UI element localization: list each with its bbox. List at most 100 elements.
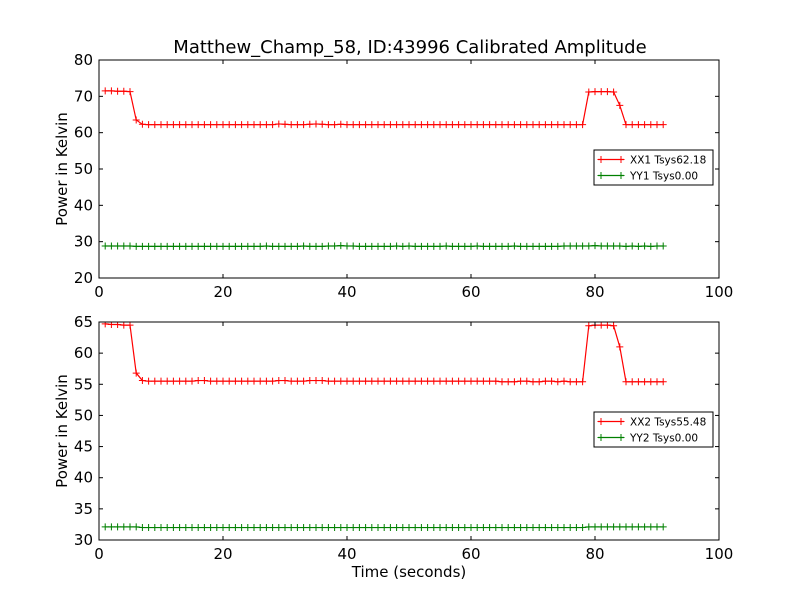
data-point <box>641 523 649 531</box>
data-point <box>231 377 239 385</box>
data-point <box>126 322 134 329</box>
data-point <box>145 377 153 385</box>
data-point <box>610 88 618 96</box>
data-point <box>349 242 357 250</box>
data-point <box>585 322 593 330</box>
data-point <box>399 377 407 385</box>
data-point <box>355 121 363 129</box>
legend-box <box>593 411 714 448</box>
data-point <box>194 524 202 532</box>
data-point <box>120 87 128 95</box>
data-point <box>219 242 227 250</box>
data-point <box>169 524 177 532</box>
data-point <box>244 121 252 129</box>
data-point <box>238 121 246 129</box>
legend-marker <box>617 172 625 179</box>
data-point <box>486 377 494 385</box>
data-point <box>622 242 630 250</box>
data-point <box>467 242 475 250</box>
data-point <box>399 121 407 129</box>
data-point <box>380 524 388 532</box>
data-point <box>554 242 562 250</box>
y-tick-label: 60 <box>74 124 93 142</box>
data-point <box>628 242 636 250</box>
data-point <box>331 242 339 250</box>
data-point <box>572 378 580 386</box>
data-point <box>541 242 549 250</box>
data-point <box>417 121 425 129</box>
data-point <box>517 242 525 250</box>
data-point <box>566 378 574 386</box>
data-point <box>597 322 605 329</box>
data-point <box>250 121 258 129</box>
data-point <box>386 524 394 532</box>
data-point <box>269 524 277 532</box>
data-point <box>455 524 463 532</box>
data-point <box>647 378 655 386</box>
data-point <box>269 242 277 250</box>
data-point <box>467 377 475 385</box>
legend-label: YY1 Tsys0.00 <box>629 171 698 183</box>
data-point <box>430 121 438 129</box>
data-point <box>281 120 289 128</box>
data-point <box>343 242 351 250</box>
data-point <box>603 242 611 250</box>
data-point <box>132 369 140 377</box>
data-point <box>634 121 642 129</box>
data-point <box>498 524 506 532</box>
data-point <box>504 524 512 532</box>
data-point <box>616 343 624 351</box>
data-point <box>641 242 649 250</box>
data-point <box>541 377 549 385</box>
data-point <box>287 524 295 532</box>
data-point <box>188 242 196 250</box>
data-point <box>368 242 376 250</box>
data-point <box>337 242 345 250</box>
data-point <box>455 121 463 129</box>
data-point <box>566 121 574 129</box>
y-tick-label: 80 <box>74 51 93 69</box>
data-point <box>554 378 562 386</box>
data-point <box>362 242 370 250</box>
data-point <box>448 242 456 250</box>
data-point <box>597 242 605 250</box>
data-point <box>560 524 568 532</box>
data-point <box>269 121 277 129</box>
data-point <box>647 121 655 129</box>
data-point <box>603 322 611 329</box>
data-point <box>566 242 574 250</box>
data-point <box>659 523 667 531</box>
data-point <box>250 524 258 532</box>
data-point <box>380 242 388 250</box>
data-point <box>548 242 556 250</box>
data-point <box>312 242 320 250</box>
data-point <box>287 121 295 129</box>
data-point <box>393 377 401 385</box>
y-axis-label: Power in Kelvin <box>53 112 71 226</box>
data-point <box>510 121 518 129</box>
data-point <box>653 121 661 129</box>
data-point <box>386 121 394 129</box>
legend-label: XX2 Tsys55.48 <box>630 417 706 429</box>
data-point <box>132 242 140 250</box>
data-point <box>157 121 165 129</box>
data-point <box>176 242 184 250</box>
data-point <box>374 377 382 385</box>
data-point <box>374 121 382 129</box>
y-tick-label: 70 <box>74 87 93 105</box>
data-point <box>529 121 537 129</box>
data-point <box>504 378 512 386</box>
data-point <box>250 242 258 250</box>
data-point <box>393 524 401 532</box>
data-point <box>424 242 432 250</box>
data-point <box>430 377 438 385</box>
data-point <box>194 377 202 385</box>
bottom-plot-panel: 0 20 40 60 80 100 30 35 40 45 50 55 60 65 Power in Kel… <box>53 313 733 581</box>
data-point <box>213 377 221 385</box>
data-point <box>362 524 370 532</box>
data-point <box>473 377 481 385</box>
data-point <box>498 378 506 386</box>
y-tick-label: 40 <box>74 469 93 487</box>
data-point <box>337 377 345 385</box>
data-point <box>256 524 264 532</box>
